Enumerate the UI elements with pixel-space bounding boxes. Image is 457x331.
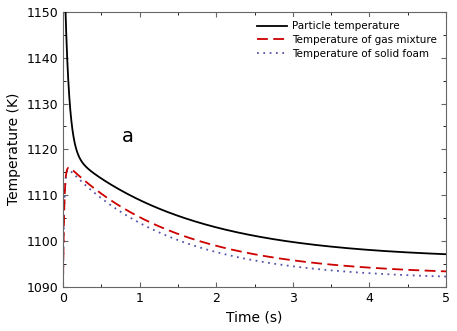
Temperature of solid foam bbox=[62, 190, 68, 194]
Temperature of gas mixture bbox=[135, 214, 141, 218]
Temperature of solid foam bbox=[66, 168, 71, 172]
Line: Temperature of gas mixture: Temperature of gas mixture bbox=[63, 167, 446, 275]
Temperature of solid foam bbox=[135, 220, 141, 224]
Temperature of gas mixture bbox=[76, 174, 82, 178]
Particle temperature bbox=[83, 165, 89, 169]
Temperature of solid foam bbox=[76, 177, 82, 181]
Temperature of solid foam bbox=[443, 275, 449, 279]
Text: a: a bbox=[122, 127, 134, 146]
Particle temperature bbox=[423, 251, 429, 255]
Temperature of solid foam bbox=[248, 258, 253, 262]
Particle temperature bbox=[443, 252, 449, 256]
Temperature of gas mixture bbox=[83, 180, 89, 184]
Temperature of solid foam bbox=[423, 274, 429, 278]
Temperature of solid foam bbox=[60, 278, 66, 282]
Temperature of gas mixture bbox=[443, 269, 449, 273]
Temperature of gas mixture bbox=[60, 273, 66, 277]
Particle temperature bbox=[76, 155, 82, 159]
Temperature of gas mixture bbox=[248, 252, 253, 256]
Legend: Particle temperature, Temperature of gas mixture, Temperature of solid foam: Particle temperature, Temperature of gas… bbox=[253, 17, 441, 63]
Y-axis label: Temperature (K): Temperature (K) bbox=[7, 93, 21, 206]
Particle temperature bbox=[135, 197, 141, 201]
Temperature of gas mixture bbox=[66, 166, 72, 169]
Temperature of gas mixture bbox=[62, 190, 68, 194]
Line: Particle temperature: Particle temperature bbox=[63, 0, 446, 254]
Temperature of solid foam bbox=[83, 184, 89, 188]
Temperature of gas mixture bbox=[423, 269, 429, 273]
X-axis label: Time (s): Time (s) bbox=[226, 310, 283, 324]
Line: Temperature of solid foam: Temperature of solid foam bbox=[63, 170, 446, 280]
Particle temperature bbox=[248, 233, 253, 237]
